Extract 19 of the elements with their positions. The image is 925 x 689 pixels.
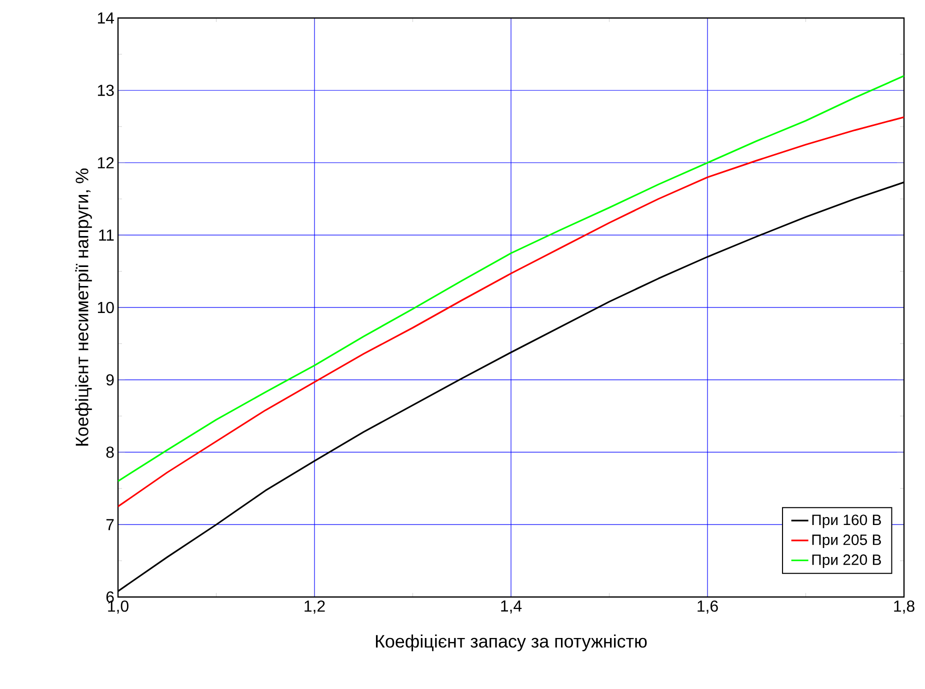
x-tick-label: 1,6 — [698, 600, 718, 614]
y-tick-label: 11 — [99, 230, 114, 241]
x-axis-title: Коефіцієнт запасу за потужністю — [376, 634, 647, 652]
x-tick-label: 1,0 — [108, 600, 128, 614]
y-tick-label: 13 — [98, 84, 114, 96]
x-tick-label: 1,8 — [894, 600, 914, 614]
legend-label: При 205 В — [812, 534, 881, 548]
x-tick-label: 1,2 — [304, 600, 325, 614]
y-tick-label: 9 — [106, 374, 114, 386]
y-axis-title: Коефіцієнт несиметрії напруги, % — [75, 168, 92, 446]
y-tick-label: 10 — [98, 302, 114, 314]
x-tick-label: 1,4 — [501, 600, 522, 614]
y-tick-label: 8 — [106, 446, 114, 458]
y-tick-label: 14 — [98, 12, 114, 24]
y-tick-label: 12 — [98, 157, 114, 168]
legend-label: При 220 В — [812, 554, 881, 568]
y-tick-label: 7 — [106, 519, 114, 530]
legend-label: При 160 В — [812, 514, 881, 528]
line-series — [118, 75, 904, 482]
